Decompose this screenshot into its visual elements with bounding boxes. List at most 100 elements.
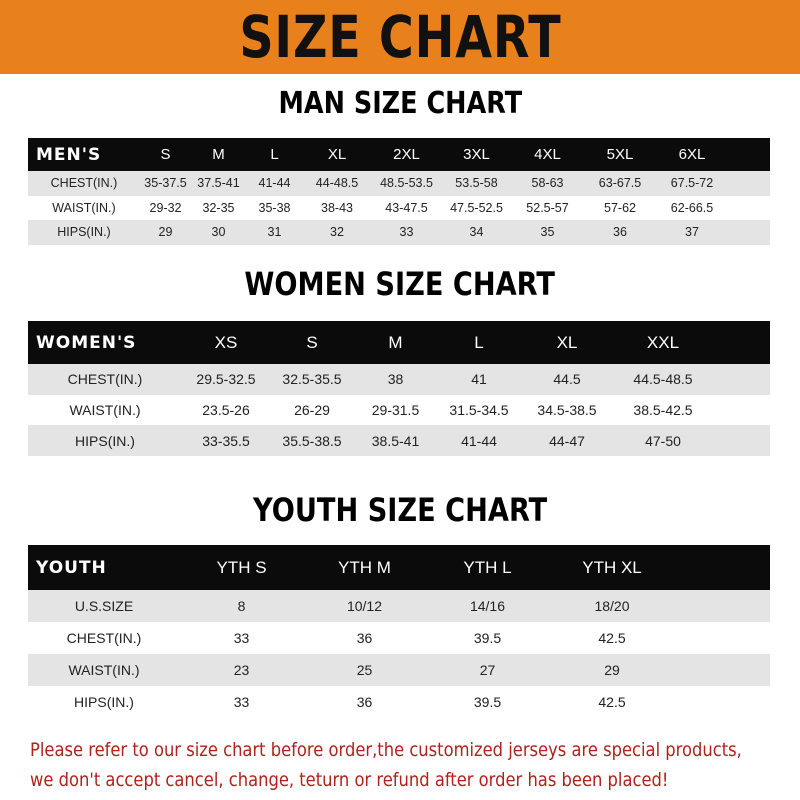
table-cell: L — [474, 332, 484, 352]
table-cell: 37.5-41 — [197, 176, 240, 191]
table-cell: 34 — [469, 225, 484, 240]
row-label: WAIST(IN.) — [52, 200, 116, 215]
table-row: HIPS(IN.) 33-35.5 35.5-38.5 38.5-41 41-44 44-… — [28, 425, 770, 457]
table-cell: 36 — [613, 225, 627, 240]
table-row: CHEST(IN.) 29.5-32.5 32.5-35.5 38 41 44.5 44.5… — [28, 364, 770, 395]
men-section-title: MAN SIZE CHART — [278, 86, 522, 121]
table-cell: 33 — [399, 225, 414, 240]
table-row: CHEST(IN.) 35-37.5 37.5-41 41-44 44-48.5 48.5… — [28, 171, 770, 196]
table-cell: 29.5-32.5 — [196, 371, 256, 388]
table-cell: 23 — [233, 662, 250, 678]
row-label: WAIST(IN.) — [69, 402, 141, 419]
table-cell: 29-32 — [149, 200, 182, 215]
order-notice: Please refer to our size chart before or… — [30, 735, 790, 795]
table-cell: 63-67.5 — [598, 176, 642, 191]
table-cell: 35-37.5 — [144, 176, 187, 191]
table-cell: 52.5-57 — [526, 200, 569, 215]
table-cell: 35.5-38.5 — [282, 432, 342, 449]
row-label: YOUTH — [36, 557, 107, 578]
table-cell: 47.5-52.5 — [450, 200, 503, 215]
table-cell: 29 — [604, 662, 620, 678]
women-size-table: WOMEN'S XS S M L XL XXL CHEST(IN.) 29.5-32.5 32.5… — [28, 321, 770, 457]
table-cell: 38-43 — [321, 200, 353, 215]
table-cell: 29-31.5 — [371, 402, 420, 419]
youth-section-title: YOUTH SIZE CHART — [252, 491, 548, 529]
table-cell: 26-29 — [294, 402, 330, 419]
table-cell: 35-38 — [258, 200, 291, 215]
row-label: CHEST(IN.) — [66, 630, 142, 646]
table-cell: YTH XL — [582, 557, 642, 577]
table-row: CHEST(IN.) 33 36 39.5 42.5 — [28, 622, 770, 654]
table-cell: 35 — [540, 225, 555, 240]
table-cell: 5XL — [606, 146, 634, 163]
table-cell: XL — [556, 332, 578, 352]
table-cell: 29 — [158, 225, 173, 240]
table-cell: 38 — [387, 371, 404, 388]
table-cell: 36 — [356, 694, 373, 710]
table-cell: L — [270, 146, 279, 163]
table-cell: 42.5 — [598, 694, 626, 710]
notice-line-1: Please refer to our size chart before or… — [30, 739, 742, 761]
table-cell: 48.5-53.5 — [380, 176, 433, 191]
table-cell: 4XL — [534, 146, 561, 163]
table-cell: 57-62 — [604, 200, 636, 215]
table-cell: 43-47.5 — [385, 200, 428, 215]
row-label: HIPS(IN.) — [57, 225, 111, 240]
women-section-title: WOMEN SIZE CHART — [244, 265, 556, 303]
table-cell: 18/20 — [594, 598, 630, 614]
table-cell: 58-63 — [531, 176, 564, 191]
table-cell: 39.5 — [473, 694, 502, 710]
row-label: MEN'S — [36, 144, 102, 165]
row-label: HIPS(IN.) — [75, 432, 135, 449]
table-cell: 42.5 — [598, 630, 626, 646]
table-cell: 10/12 — [346, 598, 383, 614]
table-cell: 47-50 — [645, 432, 681, 449]
men-size-table: MEN'S S M L XL 2XL 3XL 4XL 5XL 6XL CHEST(IN.) 35-37… — [28, 138, 770, 245]
row-label: U.S.SIZE — [74, 598, 134, 614]
notice-line-2: we don't accept cancel, change, teturn o… — [30, 769, 669, 791]
table-cell: 14/16 — [469, 598, 506, 614]
table-cell: 36 — [356, 630, 373, 646]
table-cell: 39.5 — [473, 630, 502, 646]
table-cell: 23.5-26 — [202, 402, 250, 419]
table-cell: 25 — [356, 662, 373, 678]
table-cell: 32.5-35.5 — [282, 371, 342, 388]
row-label: WOMEN'S — [36, 332, 137, 353]
table-cell: XS — [214, 332, 238, 352]
table-cell: 41-44 — [461, 432, 497, 449]
table-row: HIPS(IN.) 29 30 31 32 33 34 35 36 37 — [28, 220, 770, 245]
table-cell: 6XL — [678, 146, 706, 163]
table-cell: 62-66.5 — [670, 200, 714, 215]
table-cell: 38.5-41 — [371, 432, 420, 449]
table-cell: 37 — [685, 225, 699, 240]
table-cell: 33-35.5 — [202, 432, 250, 449]
table-row: U.S.SIZE 8 10/12 14/16 18/20 — [28, 590, 770, 622]
table-header-row: MEN'S S M L XL 2XL 3XL 4XL 5XL 6XL — [28, 138, 770, 171]
main-title: SIZE CHART — [238, 3, 562, 71]
table-cell: 31.5-34.5 — [449, 402, 509, 419]
table-cell: 27 — [479, 662, 496, 678]
table-cell: 44.5-48.5 — [633, 371, 693, 388]
table-cell: XXL — [646, 332, 680, 352]
table-cell: 44.5 — [553, 371, 581, 388]
size-chart-banner: SIZE CHART — [0, 0, 800, 74]
row-label: HIPS(IN.) — [74, 694, 134, 710]
table-row: WAIST(IN.) 23.5-26 26-29 29-31.5 31.5-34.5 34… — [28, 394, 770, 426]
table-cell: 53.5-58 — [455, 176, 498, 191]
table-cell: 3XL — [463, 146, 490, 163]
table-header-row: YOUTH YTH S YTH M YTH L YTH XL — [28, 545, 770, 590]
table-cell: M — [212, 146, 225, 163]
table-cell: YTH S — [216, 557, 267, 577]
table-cell: 41 — [471, 371, 487, 388]
table-cell: 38.5-42.5 — [633, 402, 693, 419]
table-cell: 30 — [211, 225, 226, 240]
table-cell: M — [388, 332, 403, 352]
table-row: HIPS(IN.) 33 36 39.5 42.5 — [28, 686, 770, 718]
table-cell: S — [306, 332, 318, 352]
table-cell: 32-35 — [202, 200, 235, 215]
table-cell: 67.5-72 — [670, 176, 714, 191]
row-label: CHEST(IN.) — [67, 371, 143, 388]
table-cell: 41-44 — [258, 176, 291, 191]
table-cell: S — [160, 146, 171, 163]
table-cell: 34.5-38.5 — [537, 402, 597, 419]
